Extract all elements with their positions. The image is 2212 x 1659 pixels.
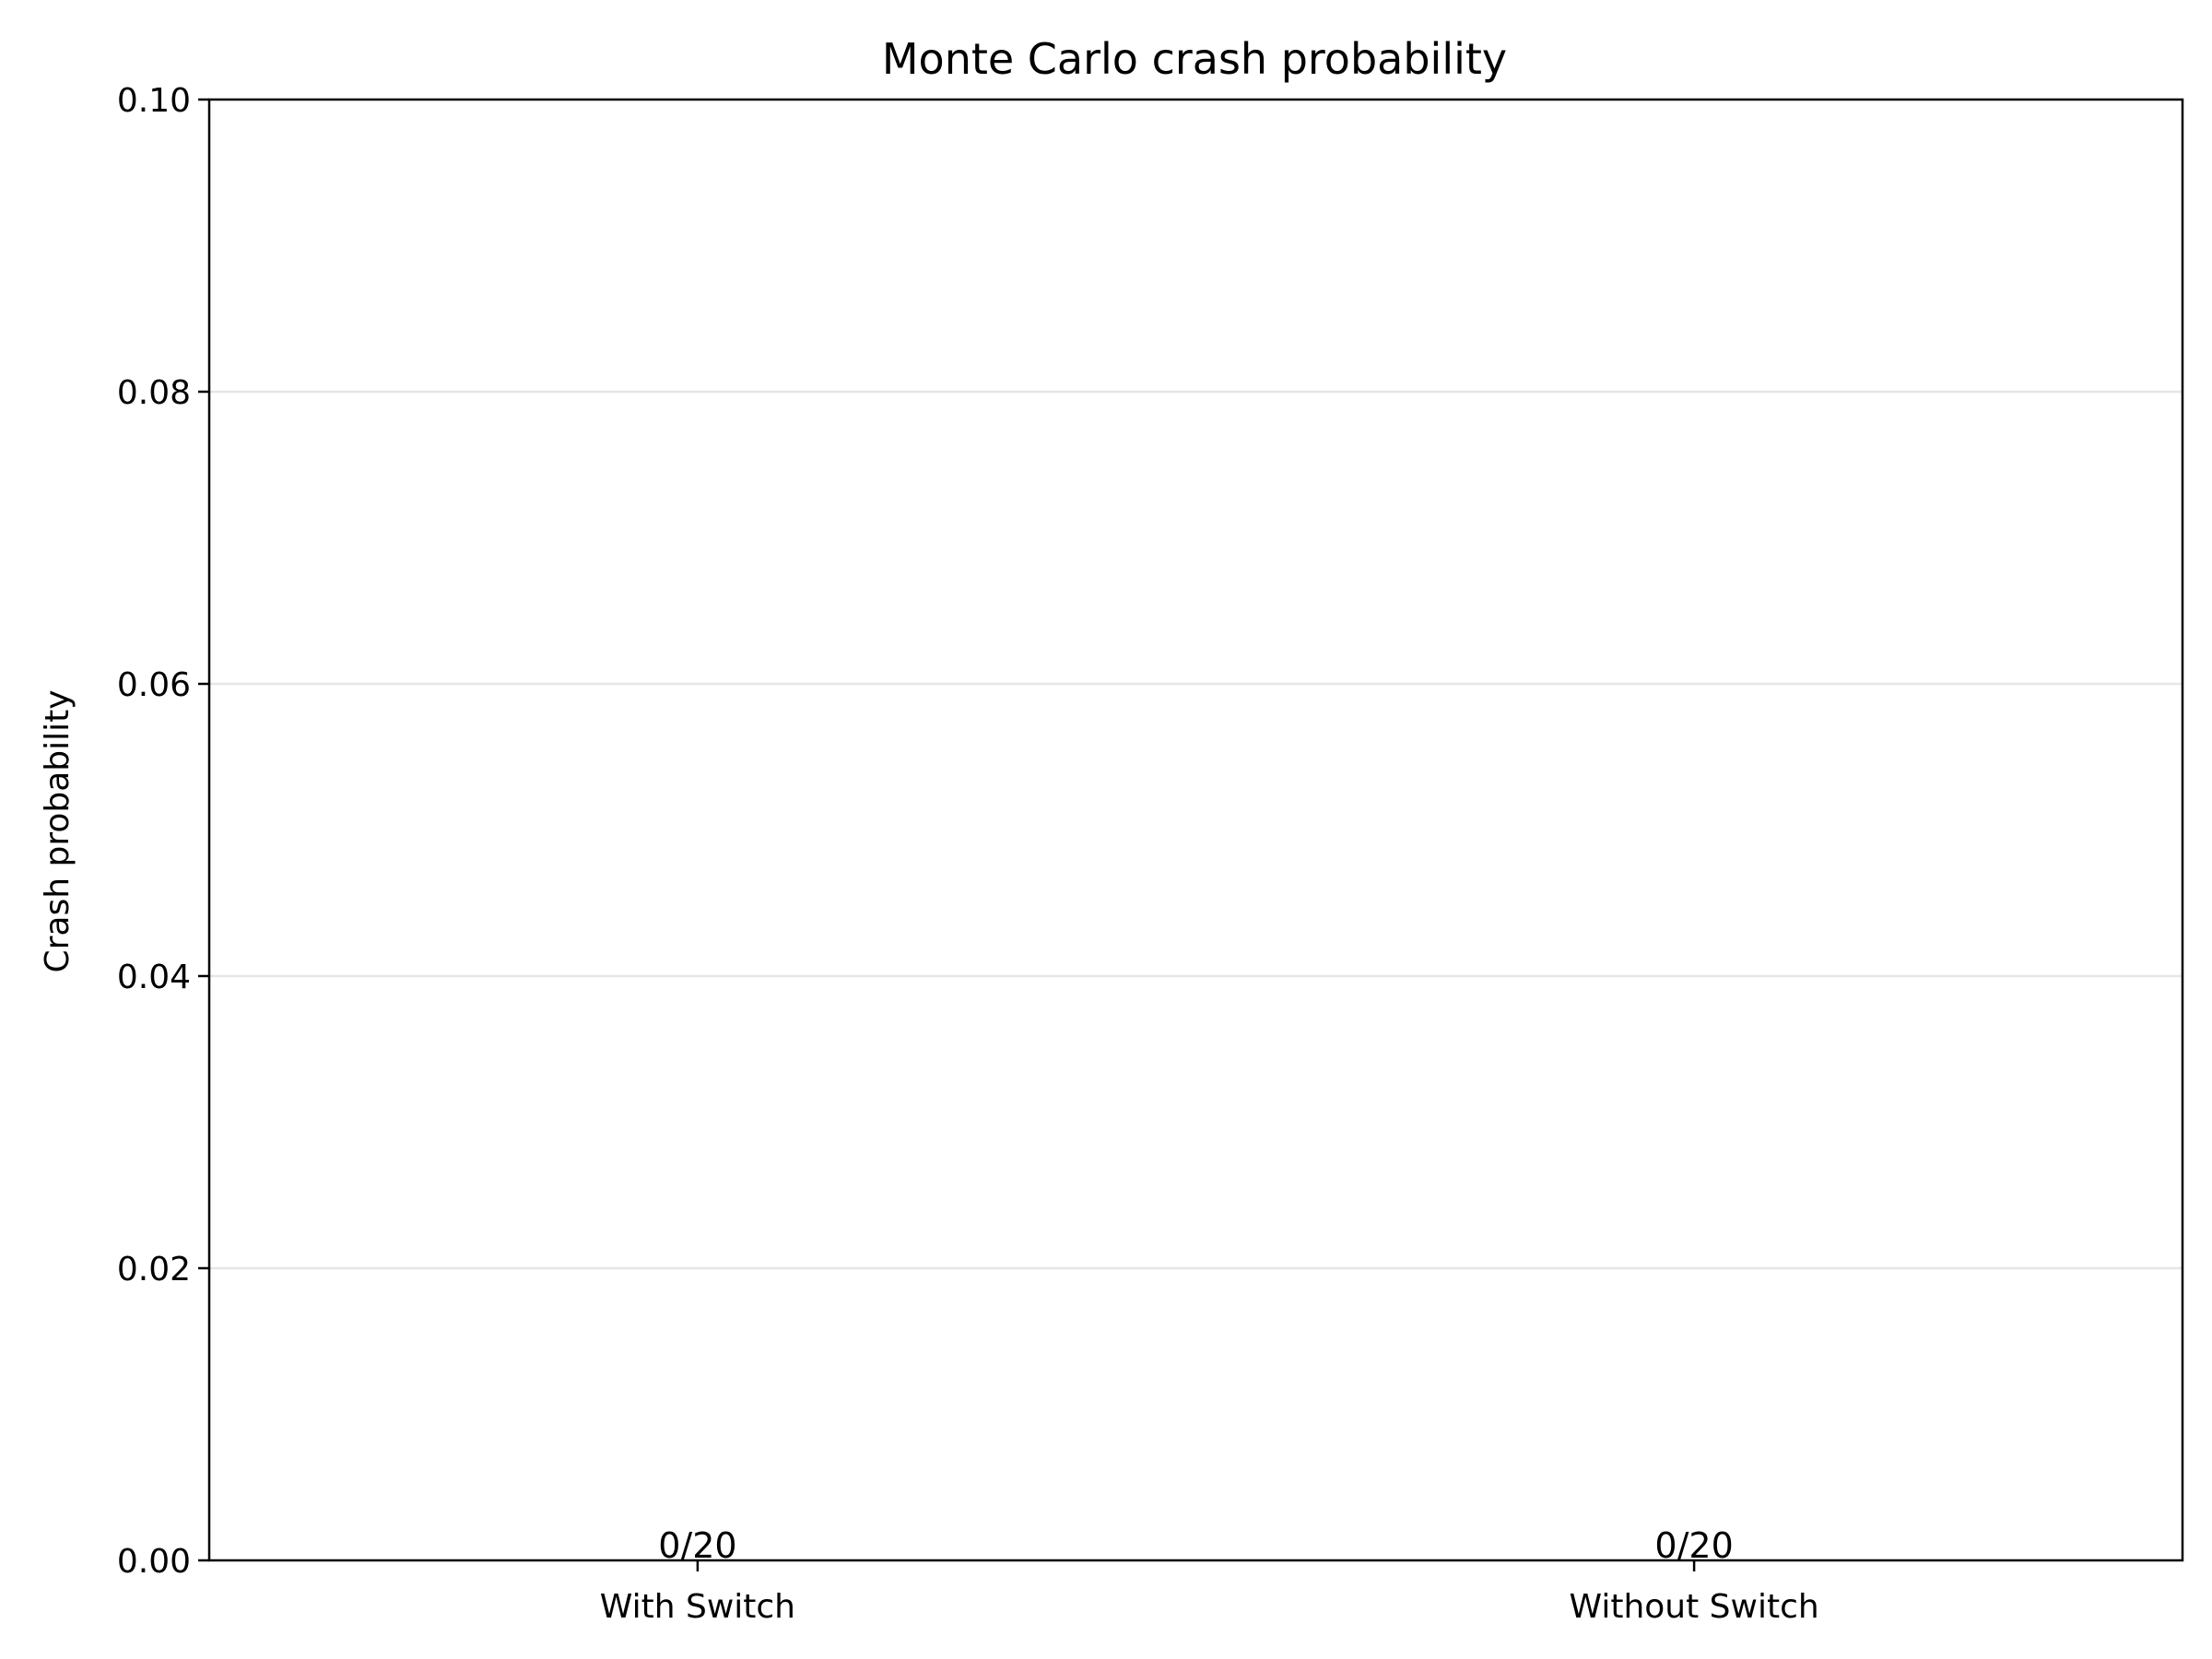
y-axis-ticks: 0.00 0.02 0.04 0.06 0.08 0.10 <box>117 82 209 1581</box>
grid-lines <box>209 390 2183 1270</box>
y-tick-label: 0.00 <box>117 1543 191 1581</box>
x-tick-label: Without Switch <box>1570 1588 1819 1626</box>
y-tick-label: 0.08 <box>117 374 191 412</box>
y-tick-label: 0.02 <box>117 1251 191 1288</box>
x-axis-ticks: With Switch Without Switch <box>600 1560 1819 1626</box>
bar-value-label: 0/20 <box>658 1525 736 1566</box>
y-tick-label: 0.04 <box>117 959 191 996</box>
y-axis-label: Crash probability <box>39 689 76 972</box>
x-tick-label: With Switch <box>600 1588 795 1626</box>
bar-value-label: 0/20 <box>1654 1525 1733 1566</box>
chart-title: Monte Carlo crash probability <box>882 34 1507 84</box>
plot-frame <box>207 98 2184 1562</box>
y-tick-label: 0.06 <box>117 666 191 704</box>
y-tick-label: 0.10 <box>117 82 191 120</box>
data-labels: 0/20 0/20 <box>658 1525 1734 1566</box>
